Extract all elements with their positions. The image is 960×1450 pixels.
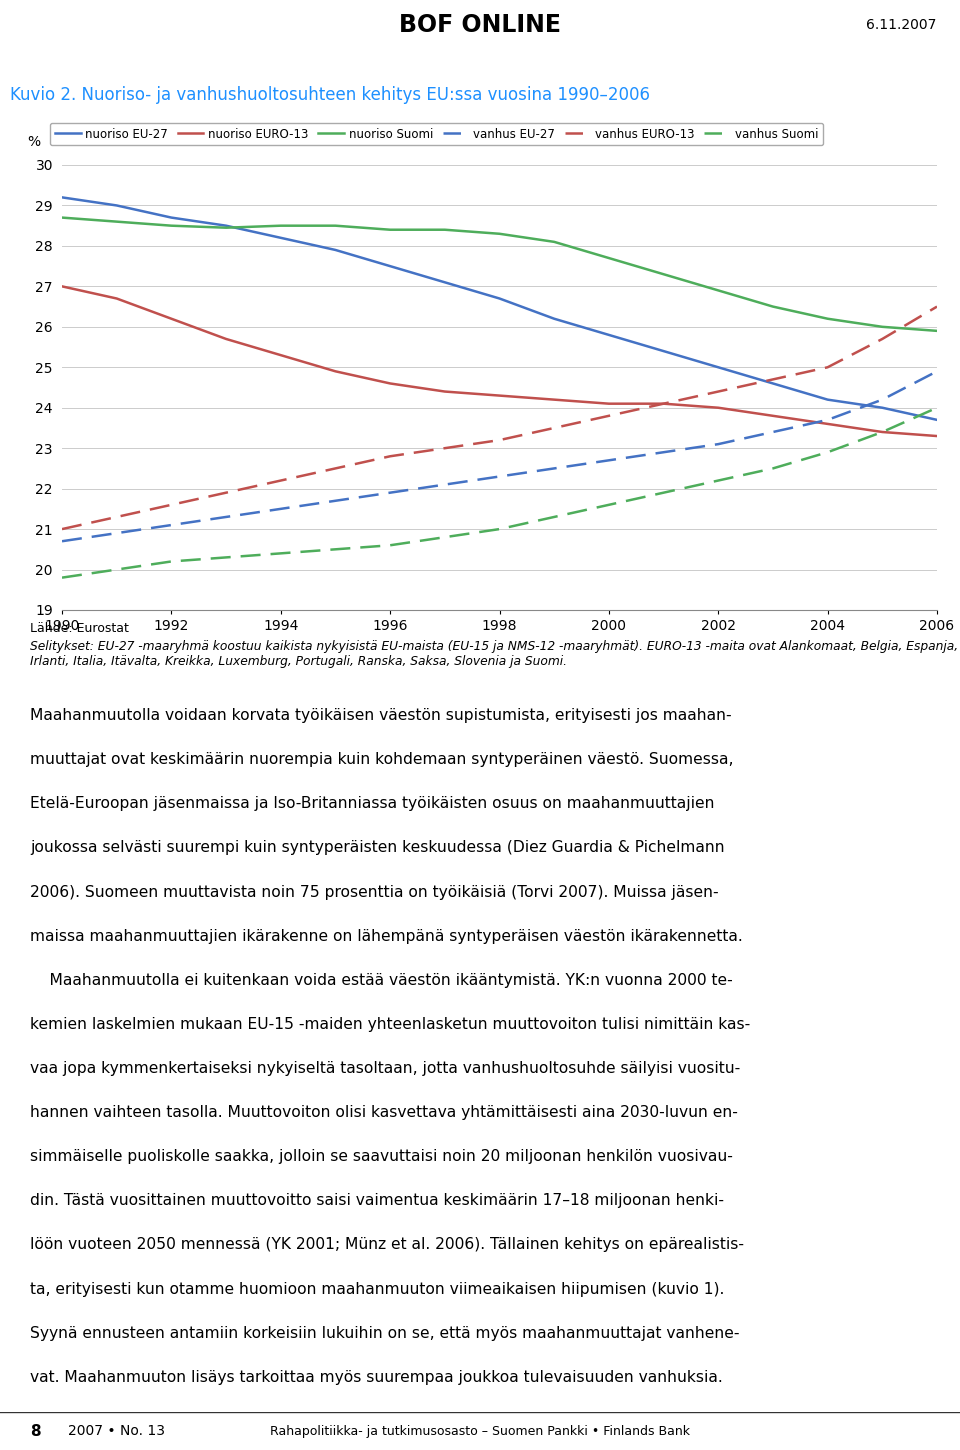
Text: din. Tästä vuosittainen muuttovoitto saisi vaimentua keskimäärin 17–18 miljoonan: din. Tästä vuosittainen muuttovoitto sai… [30, 1193, 724, 1208]
Text: Kuvio 2. Nuoriso- ja vanhushuoltosuhteen kehitys EU:ssa vuosina 1990–2006: Kuvio 2. Nuoriso- ja vanhushuoltosuhteen… [10, 86, 650, 104]
Text: Rahapolitiikka- ja tutkimusosasto – Suomen Pankki • Finlands Bank: Rahapolitiikka- ja tutkimusosasto – Suom… [270, 1424, 690, 1437]
Text: Etelä-Euroopan jäsenmaissa ja Iso-Britanniassa työikäisten osuus on maahanmuutta: Etelä-Euroopan jäsenmaissa ja Iso-Britan… [30, 796, 714, 811]
Text: maissa maahanmuuttajien ikärakenne on lähempänä syntyperäisen väestön ikärakenne: maissa maahanmuuttajien ikärakenne on lä… [30, 928, 743, 944]
Text: Lähde: Eurostat: Lähde: Eurostat [30, 622, 129, 635]
Text: simmäiselle puoliskolle saakka, jolloin se saavuttaisi noin 20 miljoonan henkilö: simmäiselle puoliskolle saakka, jolloin … [30, 1150, 732, 1164]
Text: kemien laskelmien mukaan EU-15 -maiden yhteenlasketun muuttovoiton tulisi nimitt: kemien laskelmien mukaan EU-15 -maiden y… [30, 1016, 751, 1032]
Text: Syynä ennusteen antamiin korkeisiin lukuihin on se, että myös maahanmuuttajat va: Syynä ennusteen antamiin korkeisiin luku… [30, 1325, 739, 1341]
Text: hannen vaihteen tasolla. Muuttovoiton olisi kasvettava yhtämittäisesti aina 2030: hannen vaihteen tasolla. Muuttovoiton ol… [30, 1105, 738, 1121]
Text: muuttajat ovat keskimäärin nuorempia kuin kohdemaan syntyperäinen väestö. Suomes: muuttajat ovat keskimäärin nuorempia kui… [30, 753, 733, 767]
Text: Selitykset: EU-27 -maaryhmä koostuu kaikista nykyisistä EU-maista (EU-15 ja NMS-: Selitykset: EU-27 -maaryhmä koostuu kaik… [30, 639, 958, 668]
Text: 2007 • No. 13: 2007 • No. 13 [68, 1424, 165, 1438]
Text: 2006). Suomeen muuttavista noin 75 prosenttia on työikäisiä (Torvi 2007). Muissa: 2006). Suomeen muuttavista noin 75 prose… [30, 884, 719, 899]
Text: 6.11.2007: 6.11.2007 [866, 17, 936, 32]
Text: ta, erityisesti kun otamme huomioon maahanmuuton viimeaikaisen hiipumisen (kuvio: ta, erityisesti kun otamme huomioon maah… [30, 1282, 725, 1296]
Text: joukossa selvästi suurempi kuin syntyperäisten keskuudessa (Diez Guardia & Piche: joukossa selvästi suurempi kuin syntyper… [30, 841, 725, 855]
Text: 8: 8 [30, 1424, 40, 1438]
Text: vaa jopa kymmenkertaiseksi nykyiseltä tasoltaan, jotta vanhushuoltosuhde säilyis: vaa jopa kymmenkertaiseksi nykyiseltä ta… [30, 1061, 740, 1076]
Text: löön vuoteen 2050 mennessä (YK 2001; Münz et al. 2006). Tällainen kehitys on epä: löön vuoteen 2050 mennessä (YK 2001; Mün… [30, 1237, 744, 1253]
Legend: nuoriso EU-27, nuoriso EURO-13, nuoriso Suomi, vanhus EU-27, vanhus EURO-13, van: nuoriso EU-27, nuoriso EURO-13, nuoriso … [50, 123, 823, 145]
Text: Maahanmuutolla voidaan korvata työikäisen väestön supistumista, erityisesti jos : Maahanmuutolla voidaan korvata työikäise… [30, 708, 732, 724]
Text: vat. Maahanmuuton lisäys tarkoittaa myös suurempaa joukkoa tulevaisuuden vanhuks: vat. Maahanmuuton lisäys tarkoittaa myös… [30, 1370, 723, 1385]
Text: Maahanmuutolla ei kuitenkaan voida estää väestön ikääntymistä. YK:n vuonna 2000 : Maahanmuutolla ei kuitenkaan voida estää… [30, 973, 732, 987]
Text: %: % [27, 135, 40, 149]
Text: BOF ONLINE: BOF ONLINE [399, 13, 561, 38]
